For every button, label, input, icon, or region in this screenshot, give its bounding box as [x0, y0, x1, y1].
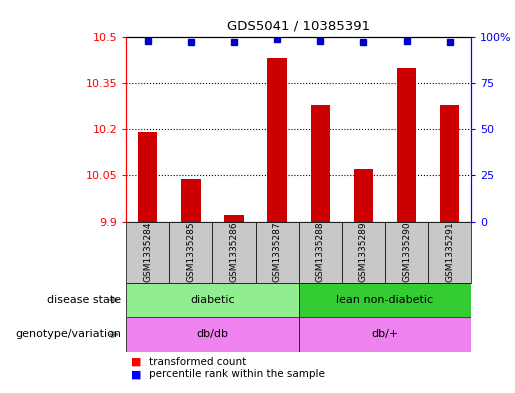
Text: db/+: db/+	[371, 329, 399, 340]
Text: GSM1335288: GSM1335288	[316, 222, 325, 283]
Bar	[299, 317, 471, 352]
Text: genotype/variation: genotype/variation	[15, 329, 121, 340]
Text: percentile rank within the sample: percentile rank within the sample	[149, 369, 325, 379]
Bar	[311, 105, 330, 222]
Bar	[126, 283, 299, 317]
Bar	[428, 222, 471, 283]
Text: GSM1335289: GSM1335289	[359, 222, 368, 283]
Text: disease state: disease state	[47, 295, 121, 305]
Bar	[440, 105, 459, 222]
Bar	[299, 283, 471, 317]
Text: lean non-diabetic: lean non-diabetic	[336, 295, 434, 305]
Bar	[225, 215, 244, 222]
Text: ■: ■	[131, 357, 142, 367]
Text: GSM1335286: GSM1335286	[230, 222, 238, 283]
Text: GSM1335284: GSM1335284	[143, 222, 152, 282]
Bar	[267, 59, 287, 222]
Bar	[181, 178, 200, 222]
Text: db/db: db/db	[196, 329, 229, 340]
Text: GSM1335285: GSM1335285	[186, 222, 195, 283]
Text: diabetic: diabetic	[190, 295, 235, 305]
Bar	[126, 222, 169, 283]
Text: transformed count: transformed count	[149, 357, 247, 367]
Bar	[342, 222, 385, 283]
Text: GSM1335290: GSM1335290	[402, 222, 411, 283]
Bar	[126, 317, 299, 352]
Bar	[397, 68, 416, 222]
Bar	[299, 222, 342, 283]
Title: GDS5041 / 10385391: GDS5041 / 10385391	[227, 20, 370, 33]
Text: ■: ■	[131, 369, 142, 379]
Text: GSM1335291: GSM1335291	[445, 222, 454, 283]
Bar	[385, 222, 428, 283]
Bar	[255, 222, 299, 283]
Bar	[354, 169, 373, 222]
Bar	[138, 132, 158, 222]
Bar	[169, 222, 212, 283]
Text: GSM1335287: GSM1335287	[272, 222, 282, 283]
Bar	[212, 222, 255, 283]
